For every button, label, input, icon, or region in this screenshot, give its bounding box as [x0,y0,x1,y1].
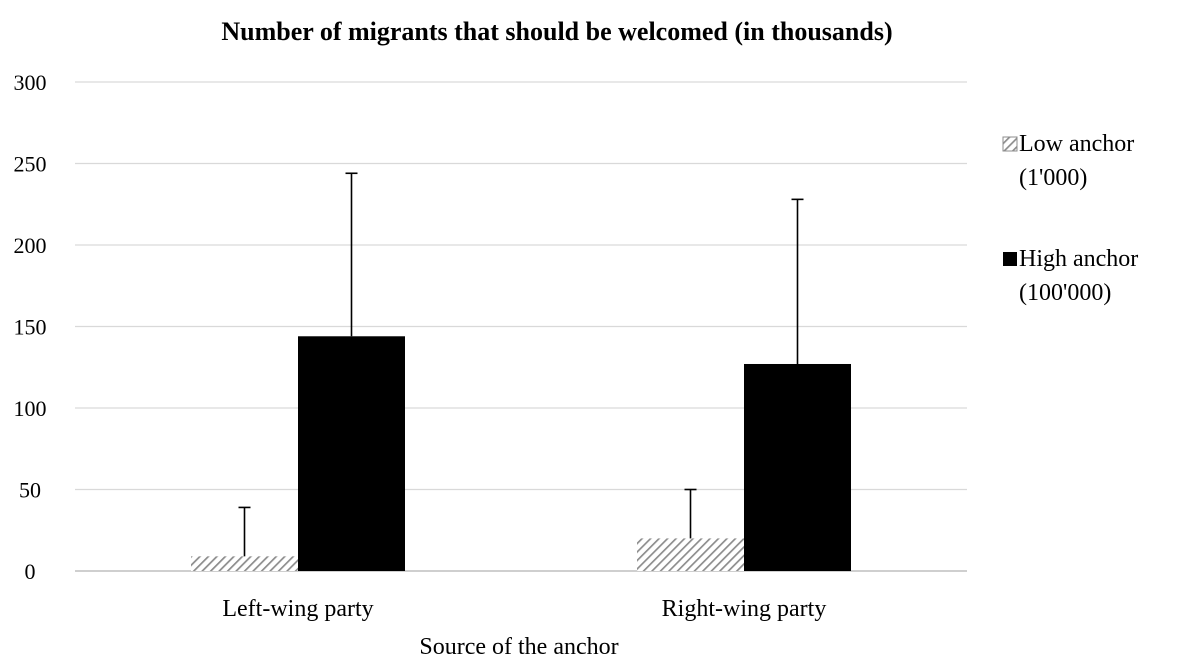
legend-swatch [1003,252,1017,266]
x-axis-title: Source of the anchor [419,634,618,660]
bar-low-anchor-left-wing [191,556,298,571]
legend-label: Low anchor [1019,131,1134,157]
y-axis-tick-labels: 0 50 100 150 200 250 300 [14,70,47,584]
legend-label: High anchor [1019,246,1138,272]
legend-swatch [1002,136,1018,152]
legend-label: (1'000) [1019,165,1087,191]
bars [191,336,851,571]
chart-title: Number of migrants that should be welcom… [221,17,892,46]
y-tick-label: 250 [14,152,47,177]
y-tick-label: 100 [14,396,47,421]
error-bars [238,172,804,557]
x-category-label: Left-wing party [222,596,373,622]
y-tick-label: 200 [14,233,47,258]
bar-high-anchor-left-wing [298,336,405,571]
bar-low-anchor-right-wing [637,538,744,571]
y-tick-label: 50 [19,478,41,503]
y-tick-label: 0 [25,559,36,584]
legend-label: (100'000) [1019,280,1111,306]
y-tick-label: 150 [14,315,47,340]
y-tick-label: 300 [14,70,47,95]
legend: Low anchor (1'000) High anchor (100'000) [1002,131,1138,306]
x-axis-category-labels: Left-wing party Right-wing party [222,596,826,622]
x-category-label: Right-wing party [662,596,827,622]
bar-high-anchor-right-wing [744,363,851,571]
